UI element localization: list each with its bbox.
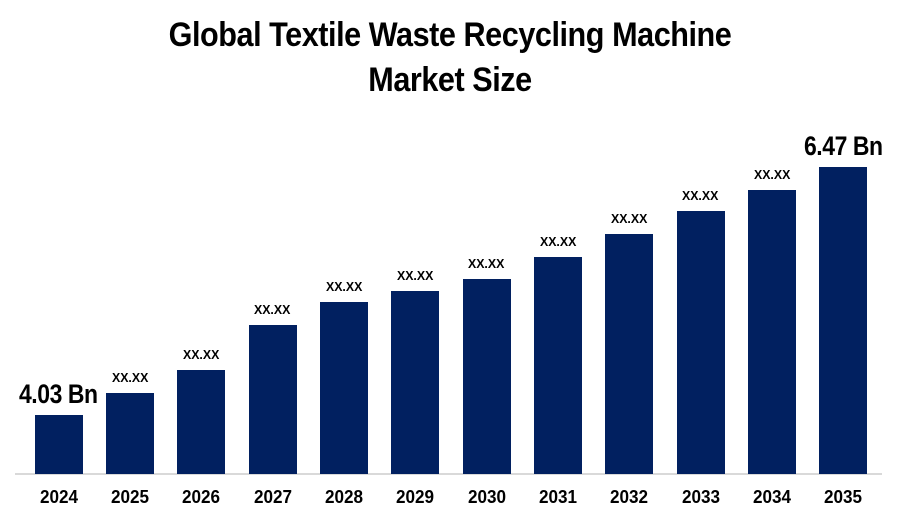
bar-value-label-emphasized: 6.47 Bn (804, 131, 883, 162)
bar-group-2032: XX.XX (569, 211, 689, 474)
bar-value-label-emphasized: 4.03 Bn (19, 379, 98, 410)
bar-2025 (105, 392, 154, 474)
bar-value-label: XX.XX (397, 268, 434, 284)
chart-title: Global Textile Waste Recycling Machine M… (45, 13, 855, 103)
bar-value-label: XX.XX (682, 187, 719, 203)
bar-group-2024: 4.03 Bn (0, 379, 119, 474)
x-axis-tick-label: 2029 (396, 487, 435, 507)
bar-group-2029: XX.XX (355, 268, 475, 474)
bar-2033 (676, 210, 725, 474)
bar-2028 (319, 302, 368, 474)
x-axis-tick-label: 2032 (610, 487, 649, 507)
bar-value-label: XX.XX (254, 301, 291, 317)
bar-group-2028: XX.XX (284, 279, 404, 474)
x-axis-tick-label: 2027 (253, 487, 292, 507)
bar-group-2026: XX.XX (141, 347, 261, 474)
bar-group-2033: XX.XX (641, 188, 761, 474)
bar-group-2031: XX.XX (498, 234, 618, 474)
bar-value-label: XX.XX (325, 279, 363, 295)
bar-value-label: XX.XX (753, 166, 791, 182)
bar-value-label: XX.XX (468, 255, 505, 271)
bar-group-2027: XX.XX (213, 302, 333, 474)
bar-group-2034: XX.XX (712, 166, 832, 474)
chart-title-line1: Global Textile Waste Recycling Machine (168, 16, 732, 54)
x-axis-tick-label: 2025 (110, 487, 149, 507)
bar-group-2030: XX.XX (427, 256, 547, 474)
x-axis-tick-label: 2033 (681, 487, 720, 507)
x-axis-tick-label: 2030 (467, 487, 506, 507)
x-axis-tick-label: 2034 (752, 487, 792, 507)
bar-2027 (248, 324, 297, 474)
bar-value-label: XX.XX (611, 211, 648, 227)
x-axis-tick-label: 2028 (324, 487, 363, 507)
bar-2035 (819, 167, 868, 474)
x-axis-tick-label: 2031 (538, 487, 577, 507)
bar-2024 (34, 415, 83, 474)
bar-2029 (391, 291, 440, 474)
bar-2031 (533, 256, 582, 474)
chart-title-line2: Market Size (368, 61, 532, 99)
bar-group-2025: XX.XX (70, 370, 190, 474)
bar-value-label: XX.XX (111, 369, 149, 385)
bar-2026 (177, 370, 226, 474)
x-axis-tick-label: 2026 (182, 487, 221, 507)
bar-group-2035: 6.47 Bn (783, 131, 900, 474)
x-axis-line (15, 473, 882, 475)
x-axis-tick-label: 2024 (39, 487, 78, 507)
bar-value-label: XX.XX (539, 233, 577, 249)
bar-value-label: XX.XX (182, 347, 220, 363)
bar-2030 (462, 278, 511, 474)
bar-2032 (605, 234, 654, 474)
x-axis-tick-label: 2035 (824, 487, 863, 507)
bar-2034 (748, 189, 796, 474)
